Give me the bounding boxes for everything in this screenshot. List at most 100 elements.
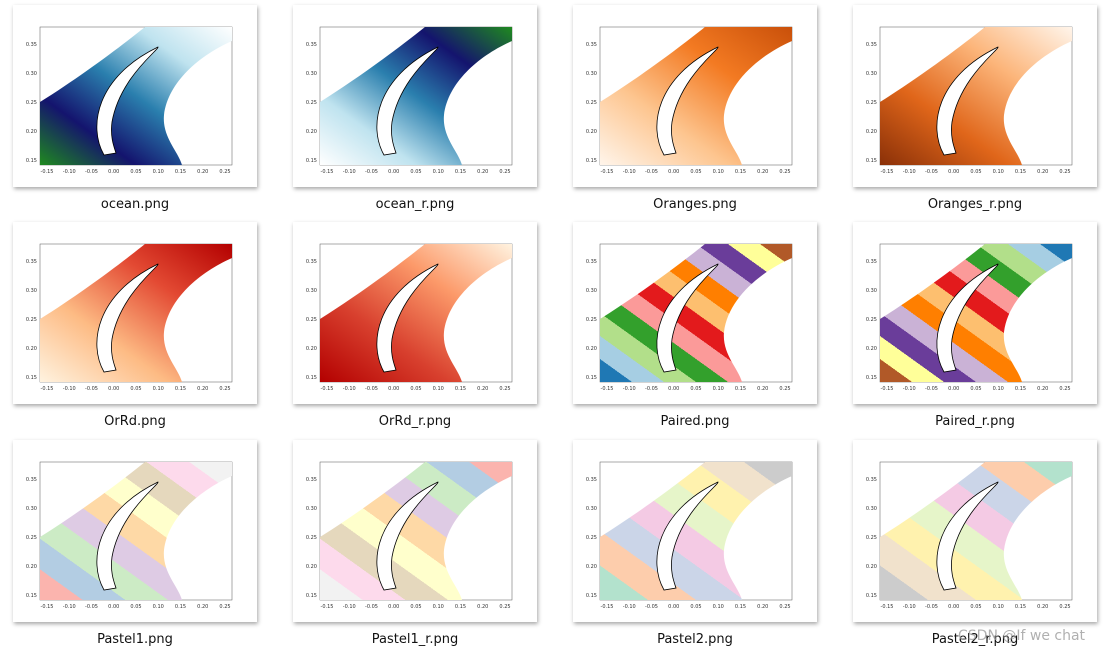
x-tick-label: 0.00 [668, 604, 679, 610]
x-tick-label: -0.10 [623, 604, 636, 610]
y-tick-label: 0.30 [26, 506, 37, 512]
flow-field [40, 244, 232, 382]
x-tick-label: -0.15 [601, 386, 614, 392]
x-tick-label: 0.00 [948, 386, 959, 392]
flow-field [320, 244, 512, 382]
x-tick-label: -0.05 [925, 386, 938, 392]
x-tick-label: 0.15 [175, 604, 186, 610]
x-tick-label: 0.10 [713, 604, 724, 610]
y-tick-label: 0.35 [306, 477, 317, 483]
blade [936, 263, 999, 373]
thumbnail-image: 0.15 0.20 0.25 0.30 0.35 -0.15 -0.10 -0.05 0.00 0… [306, 461, 513, 610]
x-tick-label: 0.10 [433, 169, 444, 175]
y-tick-label: 0.15 [866, 593, 877, 599]
file-name: Pastel1_r.png [371, 632, 459, 647]
x-tick-label: 0.20 [757, 386, 768, 392]
x-tick-label: 0.00 [948, 169, 959, 175]
x-tick-label: -0.10 [63, 604, 76, 610]
x-tick-label: -0.05 [85, 604, 98, 610]
y-tick-label: 0.35 [26, 259, 37, 265]
y-tick-label: 0.15 [586, 593, 597, 599]
x-tick-label: -0.05 [85, 386, 98, 392]
x-tick-label: 0.00 [388, 604, 399, 610]
file-name: Pastel2_r.png [931, 632, 1019, 647]
x-tick-label: -0.15 [881, 386, 894, 392]
x-tick-label: -0.10 [903, 169, 916, 175]
x-tick-label: 0.00 [668, 169, 679, 175]
watermark: CSDN @If we chat [958, 628, 1086, 644]
y-tick-label: 0.30 [306, 71, 317, 77]
y-tick-label: 0.15 [306, 593, 317, 599]
x-tick-label: 0.05 [130, 169, 141, 175]
blade [656, 263, 719, 373]
x-tick-label: 0.00 [388, 169, 399, 175]
x-tick-label: 0.10 [433, 604, 444, 610]
flow-field [40, 27, 232, 165]
blade [376, 46, 439, 156]
y-tick-label: 0.20 [26, 564, 37, 570]
blade [936, 481, 999, 591]
x-tick-label: 0.15 [1015, 169, 1026, 175]
thumbnail-image: 0.15 0.20 0.25 0.30 0.35 -0.15 -0.10 -0.05 0.00 0… [306, 26, 513, 175]
y-tick-label: 0.35 [586, 259, 597, 265]
x-tick-label: -0.05 [85, 169, 98, 175]
x-tick-label: -0.05 [925, 169, 938, 175]
field [40, 462, 232, 600]
x-tick-label: -0.05 [925, 604, 938, 610]
y-tick-label: 0.15 [866, 375, 877, 381]
y-tick-label: 0.35 [866, 42, 877, 48]
file-name: Paired.png [660, 414, 730, 429]
thumbnail: 0.15 0.20 0.25 0.30 0.35 -0.15 -0.10 -0.05 0.00 0… [293, 440, 537, 622]
x-tick-label: 0.05 [410, 386, 421, 392]
x-tick-label: -0.10 [343, 604, 356, 610]
x-tick-label: 0.15 [455, 386, 466, 392]
x-tick-label: 0.25 [779, 386, 790, 392]
x-tick-label: 0.25 [499, 604, 510, 610]
thumbnail: 0.15 0.20 0.25 0.30 0.35 -0.15 -0.10 -0.05 0.00 0… [293, 5, 537, 187]
y-tick-label: 0.30 [866, 71, 877, 77]
y-tick-label: 0.20 [866, 346, 877, 352]
y-tick-label: 0.35 [866, 477, 877, 483]
x-tick-label: 0.25 [499, 386, 510, 392]
thumbnail-image: 0.15 0.20 0.25 0.30 0.35 -0.15 -0.10 -0.05 0.00 0… [26, 461, 233, 610]
thumbnail: 0.15 0.20 0.25 0.30 0.35 -0.15 -0.10 -0.05 0.00 0… [853, 440, 1097, 622]
file-name: ocean.png [100, 197, 170, 212]
x-tick-label: 0.10 [713, 169, 724, 175]
flow-field [600, 27, 792, 165]
x-tick-label: 0.25 [1059, 604, 1070, 610]
y-tick-label: 0.25 [26, 535, 37, 541]
thumbnail: 0.15 0.20 0.25 0.30 0.35 -0.15 -0.10 -0.05 0.00 0… [13, 222, 257, 404]
x-tick-label: 0.20 [477, 169, 488, 175]
field [320, 244, 512, 382]
thumbnail-image: 0.15 0.20 0.25 0.30 0.35 -0.15 -0.10 -0.05 0.00 0… [586, 461, 793, 610]
y-tick-label: 0.35 [306, 259, 317, 265]
x-tick-label: -0.10 [903, 386, 916, 392]
blade [96, 481, 159, 591]
field [40, 27, 232, 165]
x-tick-label: 0.25 [779, 604, 790, 610]
thumbnail: 0.15 0.20 0.25 0.30 0.35 -0.15 -0.10 -0.05 0.00 0… [293, 222, 537, 404]
x-tick-label: 0.00 [108, 604, 119, 610]
thumbnail-image: 0.15 0.20 0.25 0.30 0.35 -0.15 -0.10 -0.05 0.00 0… [866, 243, 1073, 392]
x-tick-label: 0.10 [713, 386, 724, 392]
x-tick-label: 0.25 [219, 169, 230, 175]
flow-field [40, 462, 232, 600]
y-tick-label: 0.25 [306, 535, 317, 541]
x-tick-label: -0.15 [601, 604, 614, 610]
y-tick-label: 0.30 [586, 71, 597, 77]
file-name: OrRd_r.png [378, 414, 452, 429]
x-tick-label: 0.05 [130, 386, 141, 392]
x-tick-label: -0.05 [645, 386, 658, 392]
x-tick-label: -0.15 [41, 386, 54, 392]
blade [96, 46, 159, 156]
blade [96, 263, 159, 373]
x-tick-label: -0.05 [645, 604, 658, 610]
thumbnail-image: 0.15 0.20 0.25 0.30 0.35 -0.15 -0.10 -0.05 0.00 0… [306, 243, 513, 392]
x-tick-label: 0.10 [993, 386, 1004, 392]
y-tick-label: 0.25 [866, 100, 877, 106]
x-tick-label: 0.00 [668, 386, 679, 392]
file-name: OrRd.png [104, 414, 166, 429]
y-tick-label: 0.20 [306, 346, 317, 352]
field [880, 462, 1072, 600]
thumbnail: 0.15 0.20 0.25 0.30 0.35 -0.15 -0.10 -0.05 0.00 0… [573, 440, 817, 622]
